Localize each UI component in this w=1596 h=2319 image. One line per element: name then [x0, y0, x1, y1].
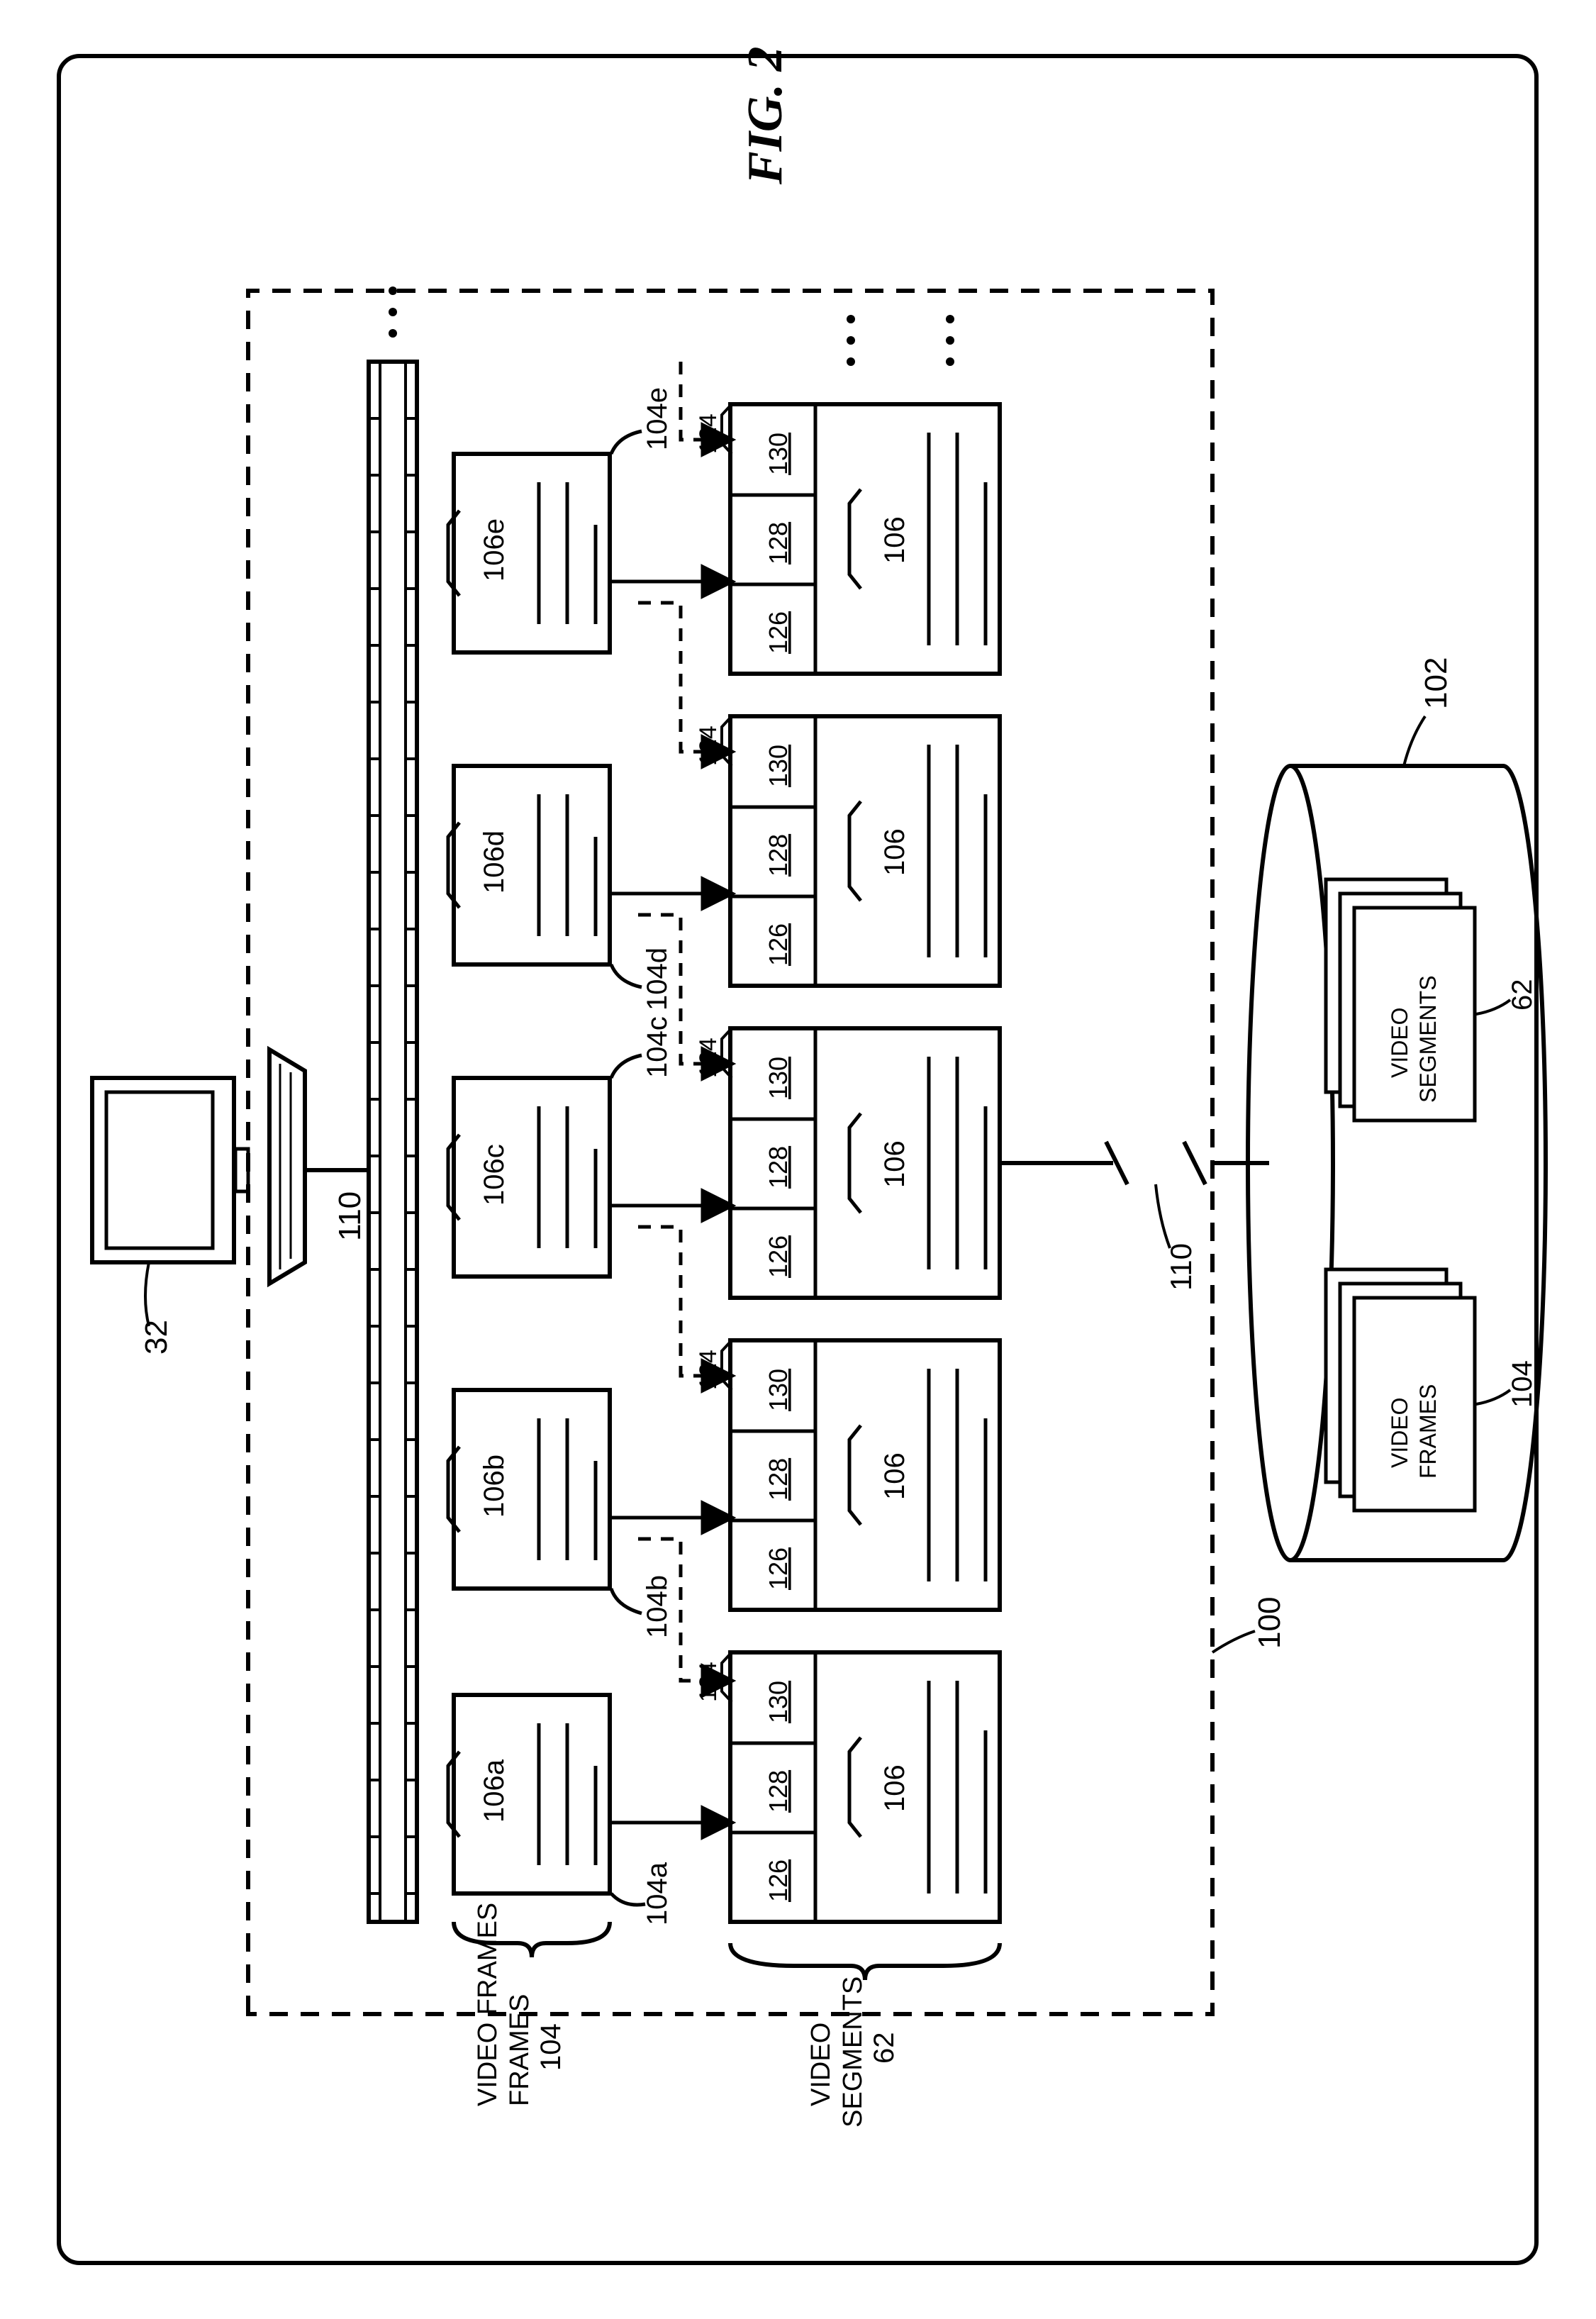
page: FIG. 2 — [0, 0, 1596, 2319]
figure-title: FIG. 2 — [737, 47, 794, 184]
outer-frame — [57, 54, 1539, 2265]
